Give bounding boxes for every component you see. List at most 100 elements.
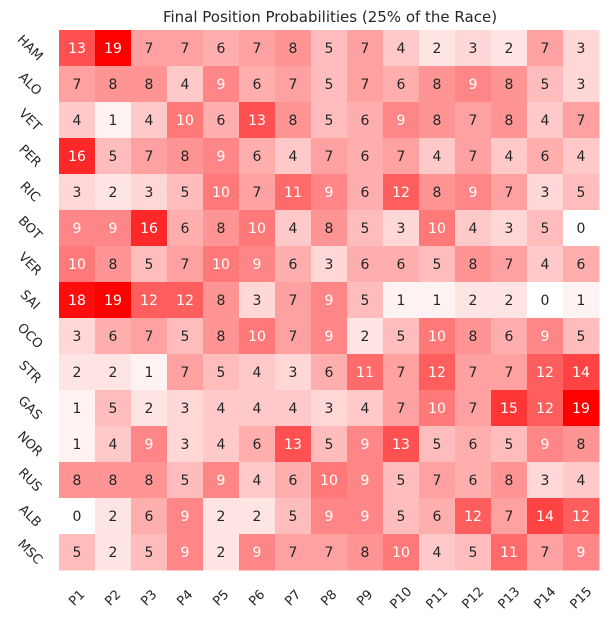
- heatmap-cell: [203, 534, 240, 571]
- cell-value-label: 6: [217, 113, 226, 129]
- cell-value-label: 12: [392, 185, 410, 201]
- cell-value-label: 5: [541, 221, 550, 237]
- x-tick-label: P13: [495, 584, 523, 612]
- cell-value-label: 2: [109, 509, 118, 525]
- chart-title: Final Position Probabilities (25% of the…: [163, 8, 497, 26]
- cell-value-label: 3: [181, 437, 190, 453]
- x-tick-label: P4: [174, 587, 196, 609]
- cell-value-label: 5: [361, 221, 370, 237]
- cell-value-label: 6: [433, 509, 442, 525]
- cell-value-label: 2: [109, 545, 118, 561]
- heatmap-cell: [347, 534, 384, 571]
- heatmap-cell: [491, 66, 528, 103]
- heatmap-cell: [311, 210, 348, 247]
- heatmap-cell: [275, 498, 312, 535]
- cell-value-label: 1: [73, 401, 82, 417]
- heatmap-cell: [563, 390, 600, 427]
- x-tick-label: P11: [423, 584, 451, 612]
- cell-value-label: 5: [397, 473, 406, 489]
- heatmap-cell: [455, 30, 492, 67]
- heatmap-cell: [131, 102, 168, 139]
- cell-value-label: 4: [217, 437, 226, 453]
- heatmap-cell: [95, 354, 132, 391]
- cell-value-label: 5: [325, 41, 334, 57]
- x-tick-label: P2: [102, 587, 124, 609]
- heatmap-cell: [455, 282, 492, 319]
- cell-value-label: 14: [536, 509, 554, 525]
- y-tick-label: RUS: [15, 466, 45, 496]
- y-tick-label: SAI: [17, 288, 43, 314]
- heatmap-cell: [527, 426, 564, 463]
- heatmap-cell: [167, 138, 204, 175]
- heatmap-cell: [311, 30, 348, 67]
- cell-value-label: 8: [145, 77, 154, 93]
- heatmap-cell: [311, 66, 348, 103]
- cell-value-label: 8: [217, 221, 226, 237]
- heatmap-cell: [59, 138, 96, 175]
- heatmap-cell: [419, 282, 456, 319]
- heatmap-cell: [347, 66, 384, 103]
- cell-value-label: 8: [289, 41, 298, 57]
- cell-value-label: 4: [73, 113, 82, 129]
- heatmap-cell: [563, 498, 600, 535]
- y-tick-label: ALO: [15, 70, 44, 99]
- heatmap-cell: [563, 354, 600, 391]
- heatmap-cell: [311, 354, 348, 391]
- heatmap-cell: [347, 318, 384, 355]
- cell-value-label: 5: [73, 545, 82, 561]
- cell-value-label: 2: [433, 41, 442, 57]
- y-tick-label: RIC: [17, 179, 43, 205]
- heatmap-cell: [383, 462, 420, 499]
- cell-value-label: 8: [325, 221, 334, 237]
- heatmap-cell: [59, 390, 96, 427]
- heatmap-cell: [383, 318, 420, 355]
- cell-value-label: 3: [253, 293, 262, 309]
- cell-value-label: 9: [109, 221, 118, 237]
- heatmap-cell: [527, 354, 564, 391]
- heatmap-cell: [347, 426, 384, 463]
- cell-value-label: 10: [176, 113, 194, 129]
- heatmap-cell: [131, 246, 168, 283]
- heatmap-cell: [95, 318, 132, 355]
- cell-value-label: 6: [361, 185, 370, 201]
- cell-value-label: 10: [392, 545, 410, 561]
- cell-value-label: 3: [289, 365, 298, 381]
- cell-value-label: 6: [289, 473, 298, 489]
- y-tick-label: HAM: [14, 32, 46, 64]
- cell-value-label: 4: [289, 149, 298, 165]
- cell-value-label: 3: [505, 221, 514, 237]
- cell-value-label: 6: [289, 257, 298, 273]
- cell-value-label: 7: [505, 365, 514, 381]
- cell-value-label: 2: [109, 185, 118, 201]
- heatmap-cell: [347, 210, 384, 247]
- cell-value-label: 13: [284, 437, 302, 453]
- cell-value-label: 4: [109, 437, 118, 453]
- heatmap-cell: [347, 138, 384, 175]
- heatmap-cell: [167, 66, 204, 103]
- cell-value-label: 2: [217, 509, 226, 525]
- heatmap-cell: [347, 498, 384, 535]
- cell-value-label: 5: [145, 545, 154, 561]
- heatmap-cell: [419, 390, 456, 427]
- heatmap-cell: [311, 426, 348, 463]
- heatmap-cell: [563, 534, 600, 571]
- x-tick-label: P10: [387, 584, 415, 612]
- y-tick-label: STR: [15, 358, 43, 386]
- heatmap-cell: [59, 246, 96, 283]
- cell-value-label: 7: [325, 545, 334, 561]
- cell-value-label: 8: [577, 437, 586, 453]
- heatmap-cell: [491, 138, 528, 175]
- heatmap-cell: [275, 174, 312, 211]
- y-tick-label: BOT: [15, 214, 45, 244]
- y-tick-label: ALB: [15, 502, 43, 530]
- cell-value-label: 7: [541, 41, 550, 57]
- cell-value-label: 5: [109, 401, 118, 417]
- cell-value-label: 3: [541, 473, 550, 489]
- heatmap-cell: [59, 210, 96, 247]
- heatmap-cell: [563, 102, 600, 139]
- cell-value-label: 2: [361, 329, 370, 345]
- cell-value-label: 7: [541, 545, 550, 561]
- cell-value-label: 9: [181, 509, 190, 525]
- heatmap-cell: [59, 102, 96, 139]
- heatmap-cell: [239, 66, 276, 103]
